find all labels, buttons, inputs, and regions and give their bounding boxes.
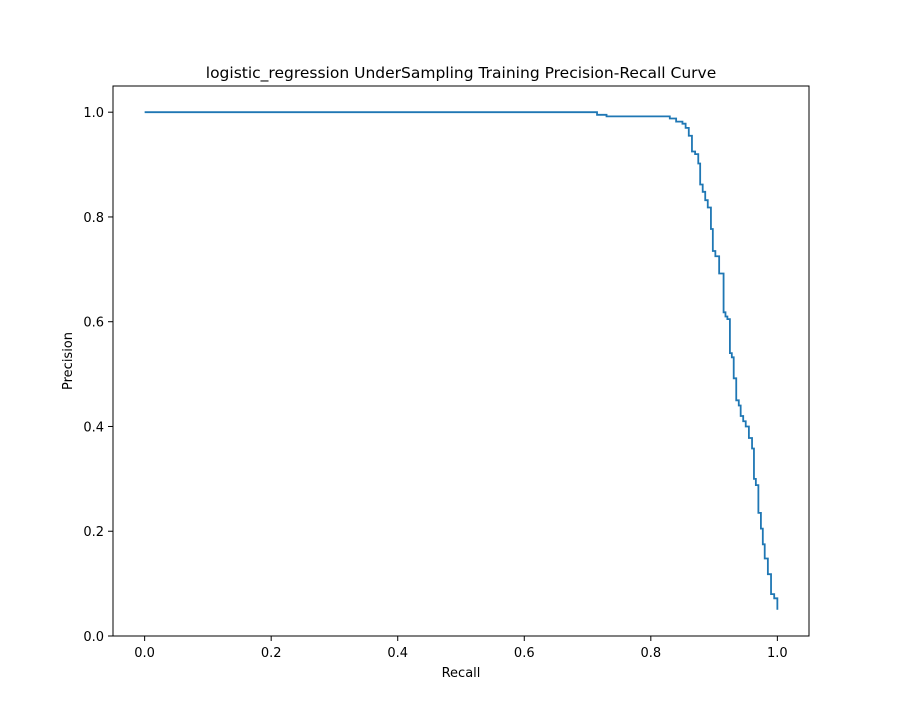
x-tick-label: 0.8	[640, 646, 661, 661]
x-tick-label: 1.0	[767, 646, 788, 661]
x-tick-label: 0.0	[134, 646, 155, 661]
y-tick-label: 0.2	[83, 525, 104, 540]
y-tick-label: 0.0	[83, 630, 104, 645]
y-axis: 0.0 0.2 0.4 0.6 0.8 1.0	[83, 106, 113, 645]
x-tick-label: 0.4	[387, 646, 408, 661]
x-tick-label: 0.2	[261, 646, 282, 661]
x-axis-label: Recall	[442, 666, 481, 681]
y-axis-label: Precision	[61, 332, 76, 390]
y-tick-label: 1.0	[83, 106, 104, 121]
y-tick-label: 0.4	[83, 420, 104, 435]
y-tick-label: 0.6	[83, 316, 104, 331]
x-tick-label: 0.6	[514, 646, 535, 661]
y-tick-label: 0.8	[83, 211, 104, 226]
chart-title: logistic_regression UnderSampling Traini…	[206, 64, 716, 83]
precision-recall-curve	[144, 111, 779, 610]
x-axis: 0.0 0.2 0.4 0.6 0.8 1.0	[134, 636, 788, 661]
axes-frame	[112, 85, 810, 637]
